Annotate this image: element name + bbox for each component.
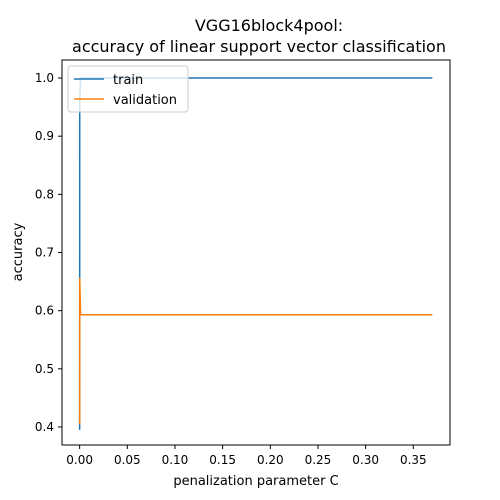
y-tick-label: 1.0 bbox=[35, 71, 54, 85]
plot-area bbox=[62, 60, 450, 445]
y-tick-label: 0.4 bbox=[35, 420, 54, 434]
x-tick-label: 0.15 bbox=[209, 453, 236, 467]
y-axis: 0.4 0.5 0.6 0.7 0.8 0.9 1.0 bbox=[35, 71, 62, 434]
y-tick-label: 0.7 bbox=[35, 246, 54, 260]
y-axis-label: accuracy bbox=[11, 222, 26, 281]
series-line-1 bbox=[78, 277, 433, 425]
x-tick-label: 0.10 bbox=[162, 453, 189, 467]
y-tick-label: 0.6 bbox=[35, 304, 54, 318]
chart-title: VGG16block4pool: accuracy of linear supp… bbox=[72, 16, 446, 56]
x-axis: 0.00 0.05 0.10 0.15 0.20 0.25 0.30 0.35 bbox=[66, 445, 427, 467]
legend-label-0: train bbox=[113, 73, 143, 88]
x-tick-label: 0.05 bbox=[114, 453, 141, 467]
chart-title-line-2: accuracy of linear support vector classi… bbox=[72, 37, 446, 56]
legend-box bbox=[67, 65, 189, 113]
y-tick-label: 0.9 bbox=[35, 129, 54, 143]
x-tick-label: 0.00 bbox=[66, 453, 93, 467]
x-tick-label: 0.20 bbox=[257, 453, 284, 467]
legend-label-1: validation bbox=[113, 93, 177, 108]
chart-title-line-1: VGG16block4pool: bbox=[195, 16, 343, 35]
y-tick-label: 0.5 bbox=[35, 362, 54, 376]
x-axis-label: penalization parameter C bbox=[173, 474, 338, 489]
x-tick-label: 0.35 bbox=[400, 453, 427, 467]
legend: train validation bbox=[67, 65, 189, 113]
x-tick-label: 0.25 bbox=[305, 453, 332, 467]
x-tick-label: 0.30 bbox=[352, 453, 379, 467]
y-tick-label: 0.8 bbox=[35, 187, 54, 201]
